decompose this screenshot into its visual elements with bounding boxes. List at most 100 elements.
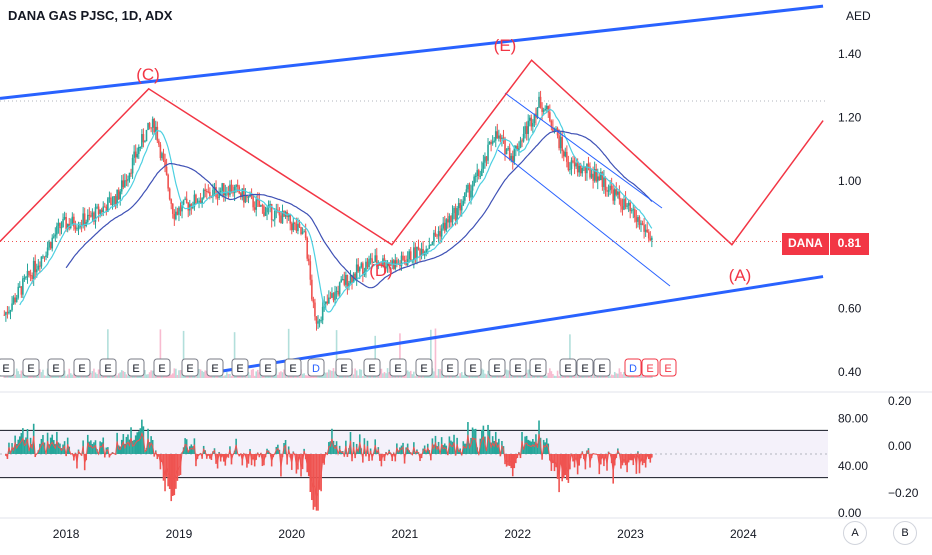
- candle-body: [90, 215, 92, 217]
- volume-bar: [329, 370, 332, 378]
- candle-body: [422, 248, 424, 256]
- candle-body: [221, 183, 224, 191]
- candle-body: [198, 200, 200, 203]
- candle-body: [281, 210, 284, 224]
- candle-body: [375, 255, 378, 264]
- volume-bar: [345, 375, 347, 378]
- volume-bar: [549, 368, 551, 378]
- candle-body: [289, 214, 292, 224]
- volume-bar: [287, 328, 290, 378]
- candle-body: [102, 206, 105, 213]
- candle-body: [244, 195, 247, 203]
- candle-body: [303, 231, 305, 233]
- wave-label: (A): [729, 266, 752, 285]
- candle-body: [618, 191, 621, 200]
- candle-body: [46, 247, 49, 256]
- candle-body: [97, 206, 100, 214]
- candle-body: [345, 274, 347, 285]
- candle-body: [366, 261, 369, 267]
- candle-body: [82, 213, 84, 226]
- volume-bar: [618, 368, 621, 378]
- candle-body: [69, 225, 72, 228]
- volume-bar: [596, 375, 599, 378]
- volume-bar: [15, 368, 18, 378]
- candle-body: [272, 219, 275, 221]
- axis-a-button[interactable]: A: [843, 521, 867, 545]
- candle-body: [426, 248, 429, 250]
- volume-bar: [125, 374, 128, 378]
- candle-body: [334, 291, 336, 301]
- candle-body: [457, 203, 460, 209]
- volume-bar: [116, 375, 118, 378]
- candle-body: [26, 270, 29, 277]
- volume-bar: [102, 375, 105, 378]
- earnings-marker-label: E: [368, 363, 375, 375]
- candle-body: [107, 198, 109, 213]
- candle-body: [498, 135, 500, 139]
- candle-body: [417, 246, 420, 250]
- candle-body: [470, 190, 472, 198]
- candle-body: [207, 191, 210, 193]
- candle-body: [471, 185, 474, 191]
- candle-body: [386, 263, 389, 267]
- volume-bar: [538, 375, 540, 378]
- candle-body: [576, 163, 579, 173]
- candle-body: [468, 184, 471, 198]
- volume-bar: [428, 375, 431, 378]
- volume-bar: [18, 374, 21, 378]
- candle-body: [209, 191, 211, 197]
- candle-body: [521, 140, 523, 142]
- candle-body: [592, 173, 594, 181]
- candle-body: [320, 320, 322, 322]
- candle-body: [6, 312, 9, 314]
- oscillator-signal-line: [5, 431, 653, 498]
- candle-body: [445, 219, 448, 231]
- axis-b-button[interactable]: B: [893, 521, 917, 545]
- volume-bar: [471, 375, 474, 378]
- candle-body: [632, 209, 635, 211]
- volume-bar: [493, 375, 496, 378]
- candle-body: [627, 202, 630, 206]
- chart-title: DANA GAS PJSC, 1D, ADX: [8, 8, 173, 23]
- volume-bar: [516, 375, 519, 378]
- candle-body: [451, 212, 454, 223]
- candle-body: [331, 293, 333, 298]
- volume-bar: [278, 372, 281, 378]
- candle-body: [170, 199, 173, 204]
- volume-bar: [570, 375, 573, 378]
- candle-body: [383, 258, 386, 269]
- candle-body: [184, 198, 186, 200]
- candle-body: [235, 184, 237, 187]
- candle-body: [39, 265, 41, 267]
- candle-body: [485, 156, 488, 161]
- lower-channel-line: [215, 275, 824, 374]
- volume-bar: [484, 373, 486, 378]
- volume-bar: [230, 375, 233, 378]
- volume-bar: [63, 370, 66, 378]
- candle-body: [462, 200, 465, 206]
- candle-body: [545, 105, 548, 110]
- candle-body: [76, 228, 78, 230]
- candle-body: [219, 190, 222, 193]
- candle-body: [182, 199, 185, 205]
- volume-bar: [148, 372, 151, 378]
- candle-body: [114, 196, 117, 206]
- earnings-marker-label: E: [186, 363, 193, 375]
- volume-bar: [222, 375, 225, 378]
- candle-body: [372, 261, 375, 263]
- candle-body: [542, 110, 545, 112]
- volume-bar: [547, 372, 550, 378]
- candle-body: [634, 209, 636, 218]
- candle-body: [103, 206, 106, 208]
- volume-bar: [414, 375, 417, 378]
- candle-body: [332, 293, 335, 301]
- candle-body: [227, 191, 230, 196]
- candle-body: [37, 265, 40, 270]
- candle-body: [635, 217, 638, 222]
- candle-body: [270, 204, 273, 221]
- candle-body: [62, 219, 64, 228]
- candle-body: [25, 276, 27, 278]
- volume-bar: [182, 330, 185, 378]
